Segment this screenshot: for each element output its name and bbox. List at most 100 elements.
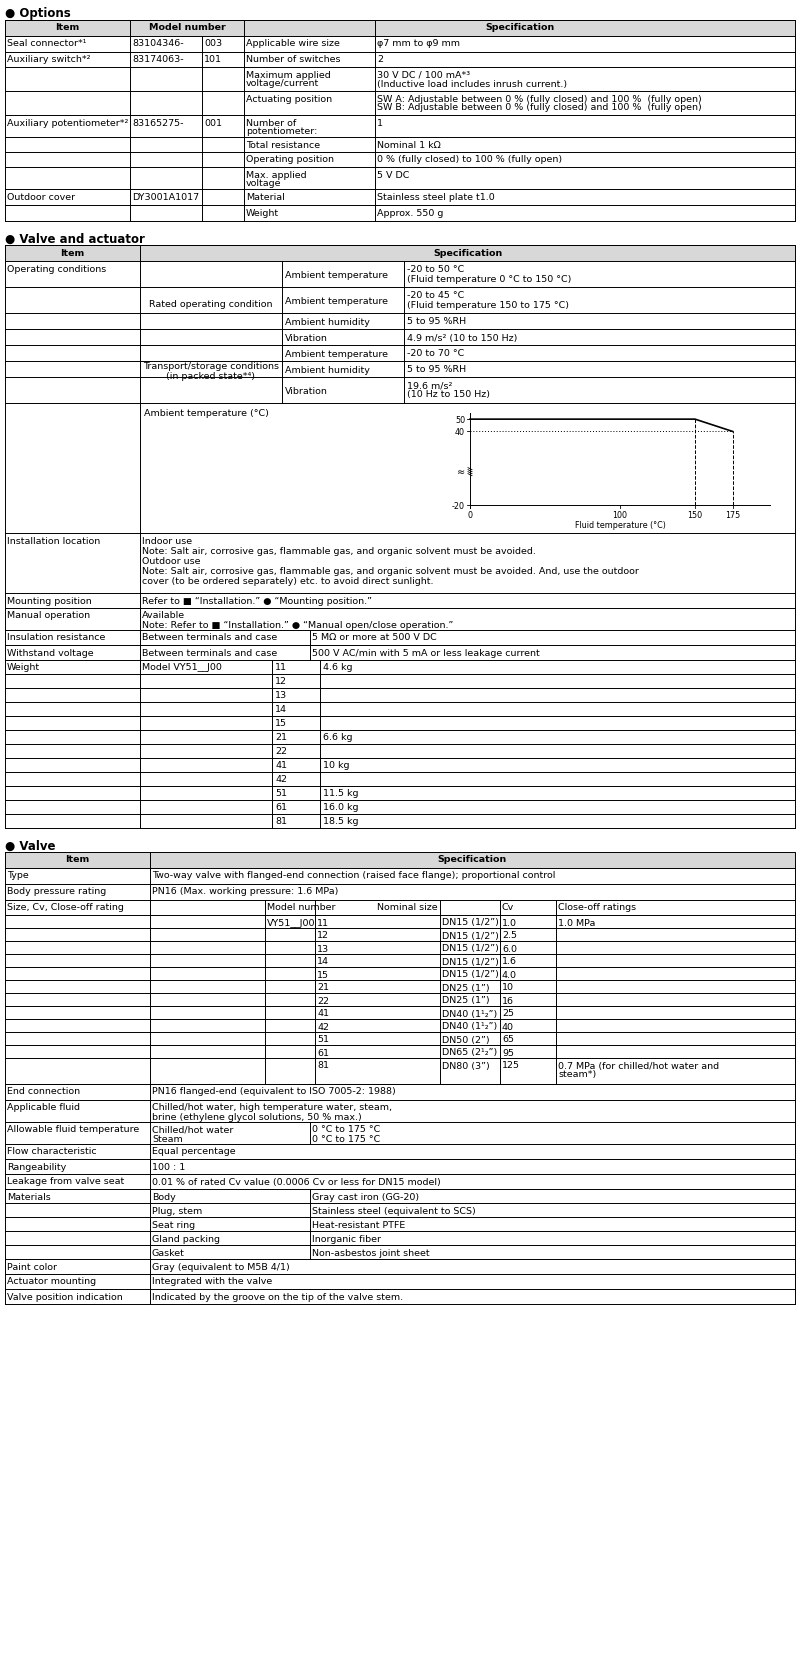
Text: Operating position: Operating position	[246, 155, 334, 164]
Text: Installation location: Installation location	[7, 537, 100, 547]
Text: 16.0 kg: 16.0 kg	[323, 804, 358, 813]
Text: Allowable fluid temperature: Allowable fluid temperature	[7, 1125, 139, 1135]
Text: Chilled/hot water, high temperature water, steam,: Chilled/hot water, high temperature wate…	[152, 1104, 392, 1112]
Text: Ambient temperature: Ambient temperature	[285, 298, 388, 306]
Text: SW A: Adjustable between 0 % (fully closed) and 100 %  (fully open): SW A: Adjustable between 0 % (fully clos…	[377, 95, 702, 104]
Text: 25: 25	[502, 1010, 514, 1018]
Text: PN16 flanged-end (equivalent to ISO 7005-2: 1988): PN16 flanged-end (equivalent to ISO 7005…	[152, 1087, 396, 1097]
Text: -20 to 70 °C: -20 to 70 °C	[407, 349, 464, 358]
Text: Close-off ratings: Close-off ratings	[558, 903, 636, 913]
Text: DN15 (1/2”): DN15 (1/2”)	[442, 931, 499, 940]
Text: 40: 40	[502, 1023, 514, 1032]
Text: Size, Cv, Close-off rating: Size, Cv, Close-off rating	[7, 903, 124, 913]
Text: DN40 (1¹₂”): DN40 (1¹₂”)	[442, 1010, 498, 1018]
Text: 83165275-: 83165275-	[132, 119, 183, 127]
Text: ● Valve and actuator: ● Valve and actuator	[5, 232, 145, 246]
Text: DN15 (1/2”): DN15 (1/2”)	[442, 945, 499, 953]
Text: Gland packing: Gland packing	[152, 1234, 220, 1244]
Text: DN15 (1/2”): DN15 (1/2”)	[442, 970, 499, 980]
Text: Body: Body	[152, 1192, 176, 1202]
Text: voltage: voltage	[246, 179, 282, 189]
Text: Max. applied: Max. applied	[246, 171, 306, 179]
Text: 11: 11	[275, 664, 287, 672]
Text: 51: 51	[275, 789, 287, 799]
Text: 51: 51	[317, 1035, 329, 1045]
Text: DN15 (1/2”): DN15 (1/2”)	[442, 958, 499, 966]
Text: 14: 14	[317, 958, 329, 966]
Text: Note: Salt air, corrosive gas, flammable gas, and organic solvent must be avoide: Note: Salt air, corrosive gas, flammable…	[142, 547, 536, 557]
Text: 50: 50	[455, 416, 465, 425]
Text: (Fluid temperature 0 °C to 150 °C): (Fluid temperature 0 °C to 150 °C)	[407, 274, 571, 284]
Bar	[5, 246, 795, 261]
Text: 150: 150	[687, 510, 702, 520]
Text: Actuator mounting: Actuator mounting	[7, 1277, 96, 1286]
Text: Chilled/hot water: Chilled/hot water	[152, 1125, 234, 1135]
Text: 6.0: 6.0	[502, 945, 517, 953]
Text: Nominal size: Nominal size	[377, 903, 438, 913]
Text: 0: 0	[467, 510, 473, 520]
Text: (Fluid temperature 150 to 175 °C): (Fluid temperature 150 to 175 °C)	[407, 301, 569, 309]
Text: 13: 13	[275, 692, 287, 701]
Text: Type: Type	[7, 871, 29, 881]
Text: Transport/storage conditions
(in packed state*⁴): Transport/storage conditions (in packed …	[143, 361, 279, 381]
Text: 5 MΩ or more at 500 V DC: 5 MΩ or more at 500 V DC	[312, 634, 437, 642]
Text: Paint color: Paint color	[7, 1262, 57, 1271]
Text: 11.5 kg: 11.5 kg	[323, 789, 358, 799]
Text: Ambient humidity: Ambient humidity	[285, 366, 370, 375]
Text: 81: 81	[317, 1062, 329, 1070]
Bar	[5, 853, 795, 868]
Text: Ambient temperature: Ambient temperature	[285, 271, 388, 279]
Text: (10 Hz to 150 Hz): (10 Hz to 150 Hz)	[407, 391, 490, 400]
Text: Gray cast iron (GG-20): Gray cast iron (GG-20)	[312, 1192, 419, 1202]
Text: 101: 101	[204, 55, 222, 65]
Text: 22: 22	[275, 747, 287, 756]
Text: Vibration: Vibration	[285, 386, 328, 396]
Text: Stainless steel plate t1.0: Stainless steel plate t1.0	[377, 192, 494, 202]
Text: 100: 100	[613, 510, 627, 520]
Text: Leakage from valve seat: Leakage from valve seat	[7, 1177, 124, 1187]
Text: 0 °C to 175 °C: 0 °C to 175 °C	[312, 1125, 380, 1135]
Text: Non-asbestos joint sheet: Non-asbestos joint sheet	[312, 1249, 430, 1257]
Text: 13: 13	[317, 945, 329, 953]
Text: 16: 16	[502, 997, 514, 1005]
Text: Ambient temperature (°C): Ambient temperature (°C)	[144, 410, 269, 418]
Text: 0 °C to 175 °C: 0 °C to 175 °C	[312, 1135, 380, 1145]
Text: 125: 125	[502, 1062, 520, 1070]
Text: Gasket: Gasket	[152, 1249, 185, 1257]
Text: 500 V AC/min with 5 mA or less leakage current: 500 V AC/min with 5 mA or less leakage c…	[312, 649, 540, 657]
Text: 21: 21	[317, 983, 329, 993]
Text: PN16 (Max. working pressure: 1.6 MPa): PN16 (Max. working pressure: 1.6 MPa)	[152, 888, 338, 896]
Text: Auxiliary potentiometer*²: Auxiliary potentiometer*²	[7, 119, 128, 127]
Text: Flow characteristic: Flow characteristic	[7, 1147, 97, 1157]
Text: Steam: Steam	[152, 1135, 182, 1145]
Text: Vibration: Vibration	[285, 334, 328, 343]
Text: voltage/current: voltage/current	[246, 80, 319, 89]
Bar	[5, 20, 795, 37]
Text: 41: 41	[275, 761, 287, 771]
Text: 10 kg: 10 kg	[323, 761, 350, 771]
Text: Weight: Weight	[7, 664, 40, 672]
Text: 81: 81	[275, 818, 287, 826]
Text: 18.5 kg: 18.5 kg	[323, 818, 358, 826]
Text: DN15 (1/2”): DN15 (1/2”)	[442, 918, 499, 928]
Text: 22: 22	[317, 997, 329, 1005]
Text: Refer to ■ “Installation.” ● “Mounting position.”: Refer to ■ “Installation.” ● “Mounting p…	[142, 597, 372, 605]
Text: Mounting position: Mounting position	[7, 597, 92, 605]
Text: 0 % (fully closed) to 100 % (fully open): 0 % (fully closed) to 100 % (fully open)	[377, 155, 562, 164]
Text: 6.6 kg: 6.6 kg	[323, 734, 353, 742]
Text: steam*): steam*)	[558, 1070, 596, 1080]
Text: Stainless steel (equivalent to SCS): Stainless steel (equivalent to SCS)	[312, 1207, 476, 1216]
Text: Total resistance: Total resistance	[246, 140, 320, 149]
Text: Seal connector*¹: Seal connector*¹	[7, 40, 86, 48]
Text: Specification: Specification	[438, 856, 507, 864]
Text: 95: 95	[502, 1048, 514, 1057]
Text: Two-way valve with flanged-end connection (raised face flange); proportional con: Two-way valve with flanged-end connectio…	[152, 871, 555, 881]
Text: 5 to 95 %RH: 5 to 95 %RH	[407, 366, 466, 375]
Text: 41: 41	[317, 1010, 329, 1018]
Text: 0.01 % of rated Cv value (0.0006 Cv or less for DN15 model): 0.01 % of rated Cv value (0.0006 Cv or l…	[152, 1177, 441, 1187]
Text: -20: -20	[452, 502, 465, 512]
Text: 40: 40	[455, 428, 465, 438]
Text: potentiometer:: potentiometer:	[246, 127, 318, 137]
Text: Ambient temperature: Ambient temperature	[285, 349, 388, 359]
Text: Heat-resistant PTFE: Heat-resistant PTFE	[312, 1221, 406, 1229]
